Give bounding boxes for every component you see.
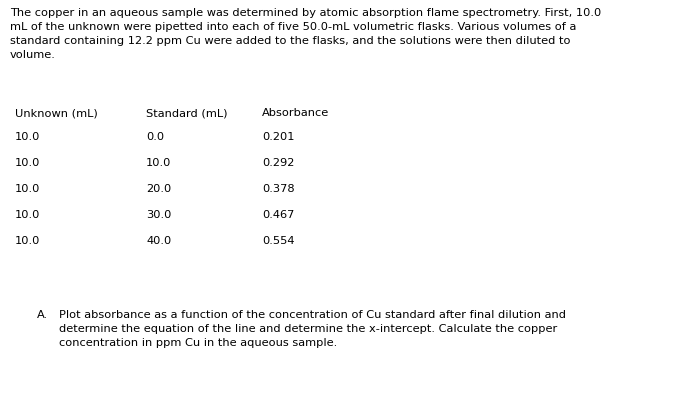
Text: 0.0: 0.0 (146, 132, 165, 142)
Text: 0.554: 0.554 (262, 236, 294, 246)
Text: 10.0: 10.0 (146, 158, 171, 168)
Text: The copper in an aqueous sample was determined by atomic absorption flame spectr: The copper in an aqueous sample was dete… (10, 8, 601, 60)
Text: Absorbance: Absorbance (262, 108, 329, 118)
Text: 10.0: 10.0 (15, 158, 40, 168)
Text: 20.0: 20.0 (146, 184, 171, 194)
Text: 0.378: 0.378 (262, 184, 294, 194)
Text: Standard (mL): Standard (mL) (146, 108, 228, 118)
Text: 0.201: 0.201 (262, 132, 294, 142)
Text: 10.0: 10.0 (15, 184, 40, 194)
Text: 30.0: 30.0 (146, 210, 171, 220)
Text: A.: A. (37, 310, 48, 320)
Text: 10.0: 10.0 (15, 132, 40, 142)
Text: 10.0: 10.0 (15, 236, 40, 246)
Text: 10.0: 10.0 (15, 210, 40, 220)
Text: 40.0: 40.0 (146, 236, 171, 246)
Text: 0.467: 0.467 (262, 210, 294, 220)
Text: 0.292: 0.292 (262, 158, 294, 168)
Text: Plot absorbance as a function of the concentration of Cu standard after final di: Plot absorbance as a function of the con… (59, 310, 566, 348)
Text: Unknown (mL): Unknown (mL) (15, 108, 98, 118)
